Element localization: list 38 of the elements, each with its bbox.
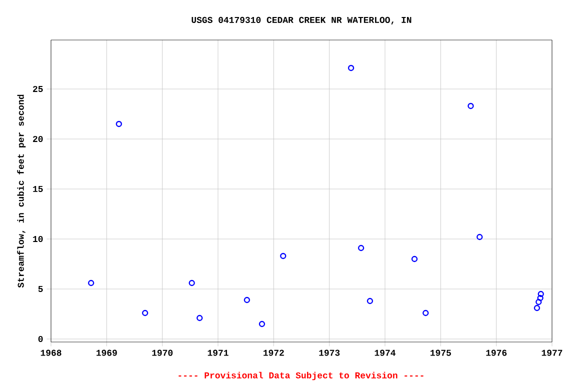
point — [196, 314, 203, 322]
chart-title: USGS 04179310 CEDAR CREEK NR WATERLOO, IN — [192, 16, 412, 24]
point — [411, 256, 418, 262]
point — [244, 296, 250, 304]
x-tick-label: 1969 — [96, 350, 117, 356]
point — [280, 252, 286, 260]
y-tick-label: 25 — [33, 86, 43, 92]
point — [534, 304, 540, 312]
y-tick-label: 0 — [38, 336, 43, 342]
x-tick-label: 1976 — [486, 350, 507, 356]
point — [476, 234, 483, 240]
x-tick-label: 1975 — [430, 350, 451, 356]
text: ---- Provisional Data Subject to Revision ---- — [178, 372, 424, 380]
point — [142, 310, 148, 316]
point — [366, 298, 374, 304]
point — [188, 280, 195, 286]
x-tick-label: 1977 — [542, 350, 562, 356]
y-tick-label: 20 — [33, 136, 43, 142]
x-tick-label: 1971 — [208, 350, 228, 356]
point — [258, 320, 266, 328]
x-tick-label: 1973 — [319, 350, 340, 356]
point — [538, 290, 544, 298]
x-tick-label: 1972 — [264, 350, 284, 356]
y-tick-label: 15 — [33, 186, 43, 192]
y-tick-label: 10 — [33, 236, 43, 242]
y-tick-label: 5 — [38, 286, 43, 292]
x-tick-label: 1974 — [374, 350, 396, 356]
y-axis-title: Streamflow, in cubic feet per second — [17, 94, 26, 288]
point — [537, 294, 544, 302]
point — [536, 298, 542, 306]
point — [422, 310, 429, 316]
point — [358, 244, 364, 252]
point — [116, 120, 122, 128]
point — [468, 102, 474, 110]
x-tick-label: 1970 — [152, 350, 173, 356]
point — [88, 280, 94, 286]
x-tick-label: 1968 — [40, 350, 62, 356]
point — [348, 64, 354, 72]
